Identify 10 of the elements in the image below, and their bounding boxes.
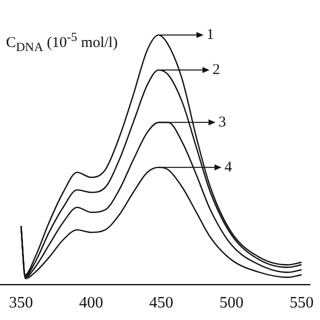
x-tick-label: 450 xyxy=(149,294,174,312)
x-tick-label: 400 xyxy=(79,294,104,312)
y-axis-title: C$_{DNA}$ (10$^{-5}$ mol/l) xyxy=(6,30,118,55)
legend-label: 4 xyxy=(224,159,233,176)
legend-label: 1 xyxy=(206,26,214,43)
legend-label: 3 xyxy=(218,114,226,130)
x-tick-label: 350 xyxy=(9,294,34,312)
x-tick-label: 500 xyxy=(219,294,244,312)
x-tick-label: 550 xyxy=(290,294,314,312)
legend-label: 2 xyxy=(212,62,220,78)
